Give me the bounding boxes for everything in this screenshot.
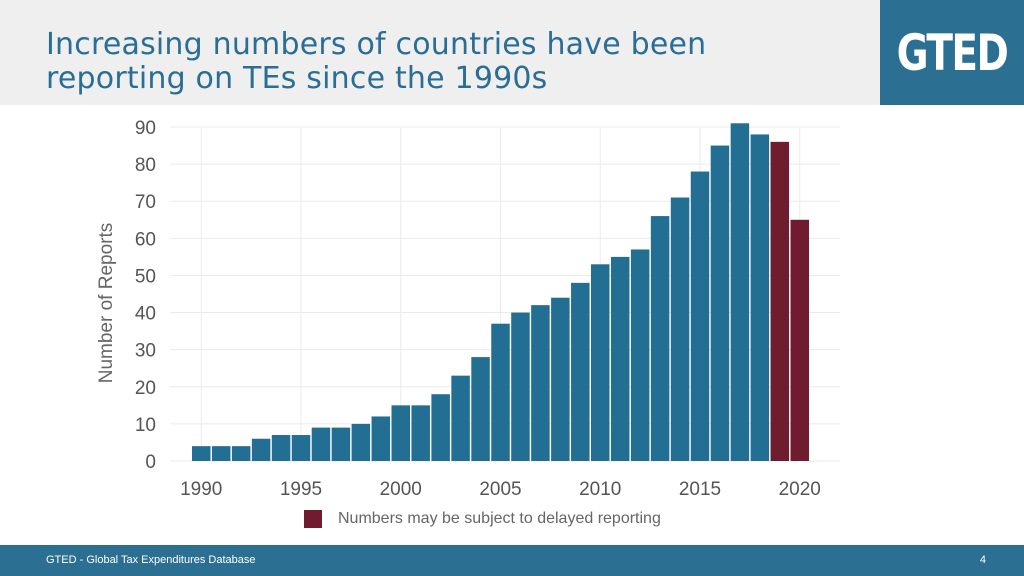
legend-label: Numbers may be subject to delayed report…: [338, 510, 661, 527]
y-tick-label: 80: [135, 155, 156, 176]
x-tick-label: 2005: [479, 479, 521, 500]
logo-text: GTED: [896, 23, 1009, 82]
bar-2020: [790, 219, 809, 461]
bar-2004: [471, 357, 490, 461]
bar-2019: [770, 141, 790, 461]
bar-1993: [251, 438, 271, 461]
bar-1994: [271, 435, 291, 461]
bars: [192, 123, 809, 462]
bar-2014: [670, 197, 690, 461]
legend-swatch-delayed: [304, 510, 322, 528]
x-tick-label: 1995: [280, 479, 322, 500]
bar-2005: [491, 323, 510, 461]
bar-2010: [591, 264, 610, 461]
y-axis-label: Number of Reports: [96, 223, 117, 384]
bar-1996: [311, 427, 331, 461]
x-tick-label: 2015: [679, 479, 721, 500]
bar-2002: [431, 394, 450, 461]
bar-1995: [291, 435, 311, 461]
bar-2003: [451, 375, 470, 461]
y-tick-label: 20: [135, 378, 156, 399]
footer-band: GTED - Global Tax Expenditures Database …: [0, 545, 1024, 576]
bar-1997: [331, 427, 351, 461]
bar-2009: [571, 282, 590, 461]
bar-2013: [650, 216, 670, 461]
slide-title: Increasing numbers of countries have bee…: [46, 27, 707, 96]
y-tick-label: 70: [135, 192, 156, 213]
bar-2001: [411, 405, 430, 461]
bar-2000: [391, 405, 410, 461]
y-tick-label: 90: [135, 118, 156, 139]
bar-1992: [231, 446, 251, 461]
bar-chart: 0 10 20 30 40 50 60 70 80 90 1990 1995 2000 2005 2010…: [96, 118, 840, 500]
y-tick-label: 40: [135, 304, 156, 325]
bar-1990: [192, 446, 211, 461]
bar-2018: [750, 134, 770, 461]
y-tick-label: 30: [135, 341, 156, 362]
legend: Numbers may be subject to delayed report…: [304, 510, 661, 528]
bar-2011: [610, 256, 630, 461]
x-tick-label: 2000: [380, 479, 422, 500]
bar-1991: [211, 446, 231, 461]
bar-2016: [710, 145, 730, 462]
y-tick-label: 0: [145, 452, 156, 473]
y-tick-labels: 0 10 20 30 40 50 60 70 80 90: [135, 118, 156, 473]
page-number: 4: [979, 554, 986, 566]
footer-text: GTED - Global Tax Expenditures Database: [46, 554, 256, 566]
bar-2007: [531, 305, 550, 461]
bar-2006: [511, 312, 530, 461]
bar-2008: [551, 297, 570, 461]
bar-1999: [371, 416, 391, 461]
bar-2017: [730, 123, 750, 462]
bar-1998: [351, 423, 371, 461]
y-tick-label: 50: [135, 266, 156, 287]
gted-logo: GTED: [880, 0, 1024, 105]
bar-2015: [690, 171, 710, 461]
x-tick-label: 1990: [180, 479, 222, 500]
x-tick-label: 2010: [579, 479, 621, 500]
y-tick-label: 10: [135, 415, 156, 436]
x-tick-labels: 1990 1995 2000 2005 2010 2015 2020: [180, 479, 821, 500]
x-tick-label: 2020: [779, 479, 821, 500]
y-tick-label: 60: [135, 229, 156, 250]
bar-2012: [630, 249, 650, 461]
header-band: Increasing numbers of countries have bee…: [0, 0, 1024, 105]
